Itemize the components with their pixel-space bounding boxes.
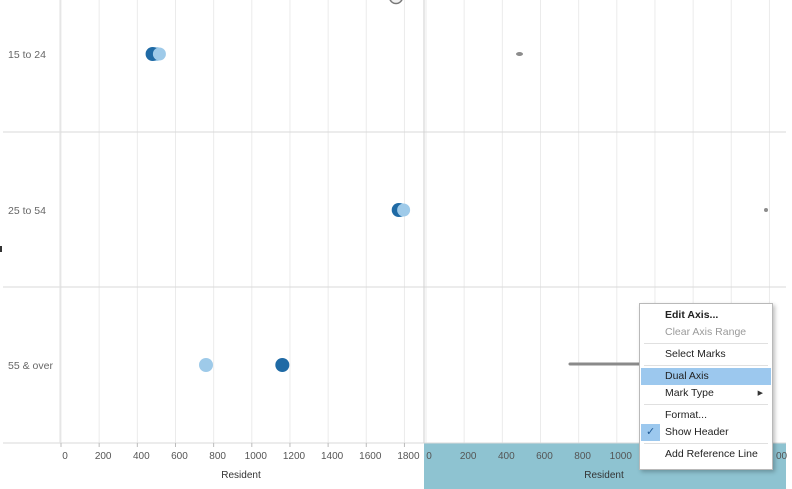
menu-item-label: Mark Type [665, 387, 714, 399]
left-axis-tick-label: 0 [62, 451, 68, 462]
menu-item-label: Clear Axis Range [665, 326, 747, 338]
axis-ticks: 0 200 400 600 800 1000 1200 1400 1600 1800 0 200 400… [60, 443, 788, 462]
axis-context-menu: Edit Axis... Clear Axis Range Select Marks… [639, 303, 773, 470]
right-axis-tick-label: 800 [574, 451, 591, 462]
submenu-arrow-icon: ▶ [757, 390, 763, 397]
right-axis-tick-label: 400 [498, 451, 515, 462]
menu-item-mark-type[interactable]: Mark Type ▶ [641, 385, 771, 402]
menu-item-label: Dual Axis [665, 370, 709, 382]
left-axis-tick-label: 1800 [397, 451, 420, 462]
right-pane-mark[interactable] [516, 52, 524, 56]
menu-item-format[interactable]: Format... [641, 407, 771, 424]
partial-mark-top[interactable] [389, 0, 403, 5]
menu-separator [644, 443, 768, 444]
right-axis-tick-label-partial: 00 [776, 451, 788, 462]
left-axis-tick-label: 1400 [321, 451, 344, 462]
right-axis-tick-label: 0 [426, 451, 432, 462]
right-axis-title[interactable]: Resident [584, 470, 624, 481]
left-axis-tick-label: 1200 [283, 451, 306, 462]
menu-item-label: Show Header [665, 426, 729, 438]
row-label[interactable]: 15 to 24 [8, 49, 46, 61]
menu-item-clear-axis-range: Clear Axis Range [641, 324, 771, 341]
scatter-point-overlay[interactable] [397, 203, 411, 217]
left-axis-tick-label: 400 [133, 451, 150, 462]
row-label[interactable]: 55 & over [8, 360, 53, 372]
left-edge-fragment [0, 246, 2, 252]
left-axis-tick-label: 200 [95, 451, 112, 462]
pane-dividers [3, 0, 786, 444]
menu-separator [644, 404, 768, 405]
checkmark-box: ✓ [641, 424, 660, 441]
menu-item-select-marks[interactable]: Select Marks [641, 346, 771, 363]
row-label[interactable]: 25 to 54 [8, 205, 46, 217]
right-axis-tick-label: 1000 [610, 451, 633, 462]
checkmark-icon: ✓ [646, 426, 656, 438]
menu-item-label: Select Marks [665, 348, 726, 360]
right-axis-tick-label: 200 [460, 451, 477, 462]
left-axis-tick-label: 600 [171, 451, 188, 462]
right-pane-mark[interactable] [764, 208, 768, 212]
row-header-labels: 15 to 24 25 to 54 55 & over [8, 49, 53, 372]
menu-item-dual-axis[interactable]: Dual Axis [641, 368, 771, 385]
menu-item-label: Edit Axis... [665, 309, 719, 321]
chart-marks[interactable] [0, 0, 768, 372]
menu-item-show-header[interactable]: ✓ Show Header [641, 424, 771, 441]
left-axis-tick-label: 1600 [359, 451, 382, 462]
menu-separator [644, 365, 768, 366]
menu-item-edit-axis[interactable]: Edit Axis... [641, 307, 771, 324]
menu-item-label: Add Reference Line [665, 448, 758, 460]
menu-separator [644, 343, 768, 344]
left-axis-tick-label: 800 [209, 451, 226, 462]
left-axis-title[interactable]: Resident [221, 470, 261, 481]
menu-item-add-reference-line[interactable]: Add Reference Line [641, 446, 771, 463]
right-axis-tick-label: 600 [536, 451, 553, 462]
scatter-point[interactable] [275, 358, 290, 372]
scatter-point-overlay[interactable] [152, 47, 166, 61]
left-axis-tick-label: 1000 [245, 451, 268, 462]
menu-item-label: Format... [665, 409, 708, 421]
scatter-point[interactable] [199, 358, 214, 372]
gridlines [60, 0, 770, 443]
